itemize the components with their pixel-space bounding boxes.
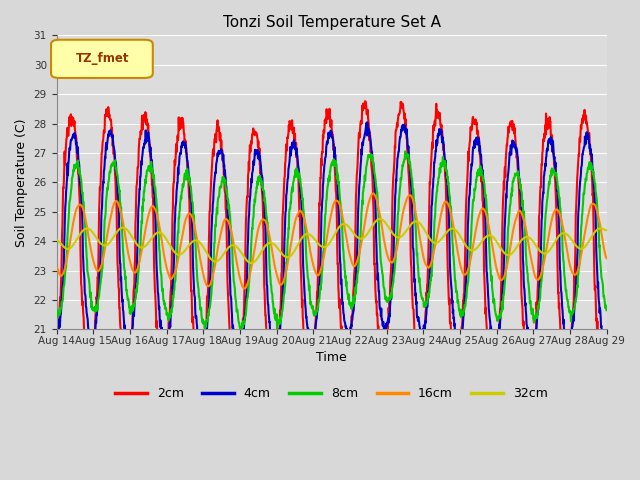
16cm <box>369 191 377 196</box>
16cm <box>603 255 611 261</box>
2cm <box>603 336 611 341</box>
16cm <box>118 212 125 217</box>
16cm <box>95 267 103 273</box>
16cm <box>298 209 305 215</box>
8cm <box>52 308 60 314</box>
4cm <box>364 120 371 125</box>
2cm <box>230 380 238 385</box>
Line: 16cm: 16cm <box>56 193 607 288</box>
4cm <box>95 287 103 293</box>
8cm <box>366 154 374 160</box>
4cm <box>287 144 294 150</box>
8cm <box>287 206 294 212</box>
32cm <box>308 233 316 239</box>
8cm <box>401 148 409 154</box>
16cm <box>287 246 294 252</box>
2cm <box>118 336 125 342</box>
4cm <box>603 329 611 335</box>
32cm <box>376 216 383 222</box>
32cm <box>118 225 125 231</box>
FancyBboxPatch shape <box>51 40 153 78</box>
32cm <box>366 227 374 233</box>
Line: 2cm: 2cm <box>56 101 607 383</box>
2cm <box>52 348 60 354</box>
2cm <box>95 208 103 214</box>
32cm <box>287 253 294 259</box>
2cm <box>308 362 316 368</box>
4cm <box>308 344 316 350</box>
Legend: 2cm, 4cm, 8cm, 16cm, 32cm: 2cm, 4cm, 8cm, 16cm, 32cm <box>111 383 552 406</box>
8cm <box>298 189 305 195</box>
2cm <box>367 136 374 142</box>
2cm <box>361 98 369 104</box>
32cm <box>248 260 255 266</box>
8cm <box>603 307 611 313</box>
4cm <box>52 340 60 346</box>
4cm <box>367 136 374 142</box>
16cm <box>241 286 248 291</box>
16cm <box>52 264 60 270</box>
4cm <box>236 363 243 369</box>
4cm <box>298 207 305 213</box>
32cm <box>95 239 103 244</box>
X-axis label: Time: Time <box>316 351 347 364</box>
32cm <box>298 236 305 241</box>
16cm <box>366 196 374 202</box>
Line: 4cm: 4cm <box>56 122 607 366</box>
8cm <box>237 328 245 334</box>
16cm <box>308 255 316 261</box>
8cm <box>118 216 125 222</box>
32cm <box>603 228 611 233</box>
Line: 8cm: 8cm <box>56 151 607 331</box>
2cm <box>298 288 305 294</box>
Title: Tonzi Soil Temperature Set A: Tonzi Soil Temperature Set A <box>223 15 440 30</box>
Text: TZ_fmet: TZ_fmet <box>76 52 129 65</box>
4cm <box>118 285 125 291</box>
Line: 32cm: 32cm <box>56 219 607 263</box>
32cm <box>52 237 60 243</box>
2cm <box>287 123 294 129</box>
8cm <box>95 293 103 299</box>
Y-axis label: Soil Temperature (C): Soil Temperature (C) <box>15 118 28 247</box>
8cm <box>308 303 316 309</box>
